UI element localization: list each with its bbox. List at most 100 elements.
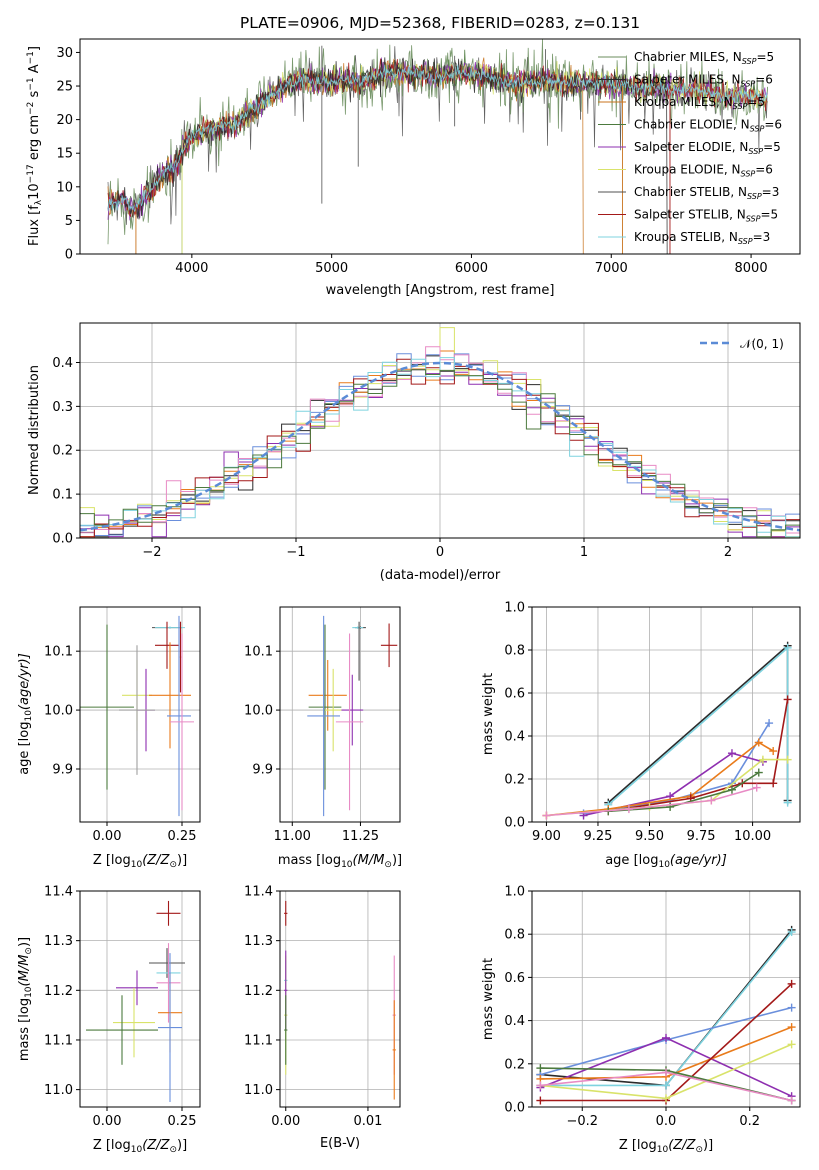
p6-y-tick-label: 11.1	[44, 1033, 73, 1048]
p1-x-tick-label: 4000	[175, 261, 208, 276]
p7-x-tick-label: 0.01	[353, 1114, 382, 1129]
spectrum-legend-label-sub: SSP	[742, 57, 757, 66]
age-vs-mass-panel: 11.00 11.25 9.9 10.0 10.1 mass [log10(M/M⊙)…	[244, 606, 402, 870]
spectrum-y-ticks: 0 5 10 15 20 25 30	[56, 46, 80, 263]
spectrum-legend-label-name: Kroupa STELIB, N	[634, 230, 738, 244]
age-vs-mass-x-label-sub2: ⊙	[384, 860, 392, 870]
p8-y-tick-label: 0.4	[504, 1014, 525, 1029]
p4-y-tick-label: 9.9	[252, 762, 273, 777]
spectrum-title: PLATE=0906, MJD=52368, FIBERID=0283, z=0…	[240, 14, 640, 32]
p5-y-tick-label: 0.6	[504, 687, 525, 702]
p8-x-tick-label: 0.2	[739, 1114, 760, 1129]
weight-vs-age-plot-area	[542, 641, 792, 820]
spectrum-frame	[79, 38, 801, 255]
weight-vs-Z-y-ticks: 0.0 0.2 0.4 0.6 0.8 1.0	[504, 885, 532, 1116]
spectrum-series-group	[107, 39, 768, 254]
p1-x-tick-label: 8000	[735, 261, 768, 276]
weight-vs-Z-plot-area	[536, 925, 796, 1105]
p8-x-tick-label: 0.0	[656, 1114, 677, 1129]
spectrum-legend-label-rest: =5	[763, 140, 781, 154]
p5-y-tick-label: 0.2	[504, 773, 525, 788]
age-vs-Z-y-label-b: (age/yr)]	[17, 653, 32, 710]
age-vs-Z-x-label-b: (Z/Z	[142, 853, 170, 868]
weight-vs-Z-y-label: mass weight	[481, 958, 496, 1040]
spectrum-legend-label-sub: SSP	[748, 147, 763, 156]
p5-x-tick-label: 9.00	[532, 829, 561, 844]
p2-x-tick-label: 0	[436, 545, 444, 560]
p3-x-tick-label: 0.00	[93, 829, 122, 844]
p2-y-tick-label: 0.4	[52, 356, 73, 371]
weight-vs-age-y-ticks: 0.0 0.2 0.4 0.6 0.8 1.0	[504, 601, 532, 831]
spectrum-legend-label-name: Kroupa MILES, N	[634, 95, 733, 109]
spectrum-x-ticks: 4000 5000 6000 7000 8000	[175, 254, 768, 276]
spectrum-y-label-sup2: −2	[26, 102, 36, 115]
spectrum-legend-label-sub: SSP	[750, 125, 765, 134]
weight-vs-age-x-label-sub: 10	[658, 860, 670, 870]
residual-x-ticks: −2 −1 0 1 2	[142, 538, 732, 560]
p8-y-tick-label: 0.0	[504, 1101, 525, 1116]
weight-vs-age-frame	[531, 606, 801, 823]
spectrum-legend-label: Salpeter ELODIE, NSSP=5	[634, 140, 781, 156]
spectrum-legend-label-sub: SSP	[747, 192, 762, 201]
residual-series-group	[80, 327, 800, 538]
spectrum-y-label-part5: A	[27, 64, 42, 77]
p5-series-line	[608, 699, 789, 813]
p4-x-tick-label: 11.00	[274, 829, 311, 844]
p6-x-tick-label: 0.25	[168, 1114, 197, 1129]
mass-vs-ebv-x-label: E(B-V)	[320, 1136, 360, 1151]
p5-x-tick-label: 9.75	[687, 829, 716, 844]
p3-x-tick-label: 0.25	[168, 829, 197, 844]
p2-x-tick-label: −1	[286, 545, 305, 560]
p4-x-tick-label: 11.25	[342, 829, 379, 844]
p5-y-tick-label: 0.8	[504, 644, 525, 659]
residual-normal-curve	[80, 361, 800, 532]
spectrum-legend-label: Salpeter STELIB, NSSP=5	[634, 208, 778, 224]
p5-y-tick-label: 1.0	[504, 601, 525, 616]
spectrum-y-label-part4: s	[27, 90, 42, 101]
age-vs-mass-frame	[279, 606, 401, 823]
p2-x-tick-label: −2	[142, 545, 161, 560]
spectrum-legend-label: Kroupa ELODIE, NSSP=6	[634, 163, 773, 179]
weight-vs-age-panel: 9.00 9.25 9.50 9.75 10.00 0.0 0.2 0.4 0.6 0.8 1.0…	[481, 601, 801, 870]
weight-vs-age-x-ticks: 9.00 9.25 9.50 9.75 10.00	[532, 822, 771, 844]
spectrum-legend-label-name: Salpeter STELIB, N	[634, 208, 746, 222]
spectrum-legend-label-rest: =3	[762, 185, 780, 199]
p4-y-tick-label: 10.1	[244, 645, 273, 660]
weight-vs-age-x-label-a: age [log	[605, 853, 658, 868]
p6-y-tick-label: 11.2	[44, 984, 73, 999]
p7-y-tick-label: 11.4	[244, 885, 273, 900]
p8-y-tick-label: 0.8	[504, 928, 525, 943]
age-vs-mass-x-label-sub: 10	[341, 860, 353, 870]
p6-y-tick-label: 11.3	[44, 934, 73, 949]
p7-y-tick-label: 11.1	[244, 1033, 273, 1048]
mass-vs-Z-y-label: mass [log10(M/M⊙)]	[17, 937, 34, 1061]
spectrum-legend-label: Chabrier ELODIE, NSSP=6	[634, 118, 782, 134]
p1-y-tick-label: 30	[56, 46, 73, 61]
p5-x-tick-label: 9.50	[635, 829, 664, 844]
p2-x-tick-label: 2	[724, 545, 732, 560]
mass-vs-Z-x-label: Z [log10(Z/Z⊙)]	[93, 1138, 187, 1155]
mass-vs-ebv-plot-area	[284, 900, 396, 1100]
age-vs-Z-x-label-a: Z [log	[93, 853, 131, 868]
p6-y-tick-label: 11.0	[44, 1083, 73, 1098]
spectrum-legend-label-sub: SSP	[738, 237, 753, 246]
p2-y-tick-label: 0.2	[52, 444, 73, 459]
spectrum-y-label-end: ]	[27, 46, 42, 51]
p1-x-tick-label: 6000	[455, 261, 488, 276]
spectrum-legend-label-rest: =3	[753, 230, 771, 244]
weight-vs-Z-x-label-b: (Z/Z	[668, 1138, 696, 1153]
weight-vs-Z-x-label-sub2: ⊙	[695, 1145, 703, 1155]
spectrum-legend-label-sub: SSP	[746, 215, 761, 224]
p7-y-tick-label: 11.3	[244, 934, 273, 949]
age-vs-Z-y-label-sub: 10	[24, 710, 34, 722]
spectrum-legend-label-name: Chabrier ELODIE, N	[634, 118, 750, 132]
p5-series-line	[608, 771, 760, 813]
spectrum-legend-label: Chabrier MILES, NSSP=5	[634, 50, 774, 66]
p6-x-tick-label: 0.00	[93, 1114, 122, 1129]
spectrum-y-label-sup4: −1	[26, 51, 36, 64]
p5-x-tick-label: 10.00	[734, 829, 771, 844]
spectrum-legend-label-rest: =6	[755, 73, 773, 87]
spectrum-legend-label-rest: =5	[756, 50, 774, 64]
p8-y-tick-label: 0.2	[504, 1057, 525, 1072]
p2-y-tick-label: 0.3	[52, 400, 73, 415]
